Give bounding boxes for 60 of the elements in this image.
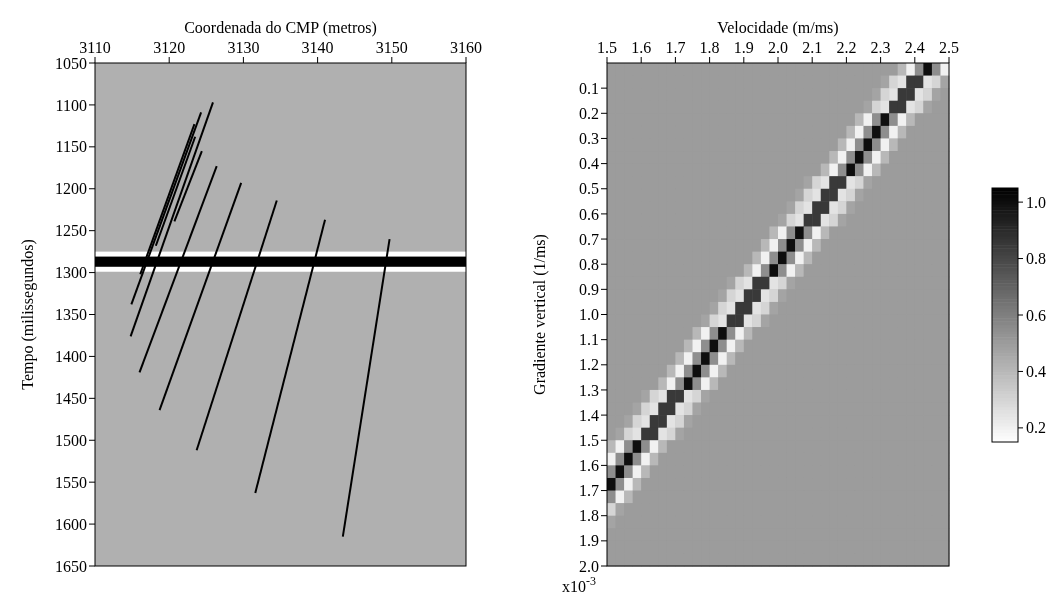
y-tick-label: 0.7	[579, 230, 599, 248]
y-tick-label: 0.2	[579, 104, 599, 122]
color-bar-label: 1.0	[1026, 193, 1046, 211]
x-tick-label: 3120	[153, 39, 186, 56]
y-tick-label: 1.4	[579, 406, 599, 424]
y-tick-label: 1.1	[579, 331, 599, 349]
y-tick-label: 1600	[55, 515, 87, 533]
y-tick-label: 2.0	[579, 557, 599, 575]
x-axis-title: Coordenada do CMP (metros)	[184, 19, 377, 37]
y-tick-label: 0.4	[579, 155, 599, 173]
y-tick-label: 0.3	[579, 130, 599, 148]
color-bar-label: 0.2	[1026, 419, 1046, 437]
x-tick-label: 2.4	[904, 39, 925, 56]
y-tick-label: 1350	[55, 306, 87, 324]
y-tick-label: 1500	[55, 431, 87, 449]
x-tick-label: 2.0	[768, 39, 788, 56]
x-tick-label: 2.5	[939, 39, 959, 56]
y-tick-label: 1.9	[579, 532, 599, 550]
y-tick-label: 1.2	[579, 356, 599, 374]
x-tick-label: 1.6	[631, 39, 652, 56]
y-tick-label: 0.9	[579, 280, 599, 298]
y-tick-label: 0.5	[579, 180, 599, 198]
x-tick-label: 3150	[375, 39, 408, 56]
y-tick-label: 1100	[55, 96, 87, 114]
y-tick-label: 1.0	[579, 306, 599, 324]
y-tick-label: 1.7	[579, 482, 599, 500]
y-tick-label: 1.5	[579, 431, 599, 449]
x-tick-label: 3110	[79, 39, 111, 56]
y-axis-title: Tempo (milissegundos)	[19, 239, 37, 390]
y-tick-label: 1150	[55, 138, 87, 156]
y-tick-label: 0.6	[579, 205, 599, 223]
x-tick-label: 3140	[301, 39, 334, 56]
x-tick-label: 1.9	[733, 39, 754, 56]
y-tick-label: 1400	[55, 348, 87, 366]
x-axis-title: Velocidade (m/ms)	[717, 19, 839, 37]
x-tick-label: 3130	[227, 39, 260, 56]
x-tick-label: 1.5	[597, 39, 617, 56]
x-tick-label: 3160	[450, 39, 482, 56]
x-tick-label: 2.2	[836, 39, 857, 56]
color-bar-label: 0.4	[1026, 363, 1046, 381]
x-tick-label: 2.1	[802, 39, 823, 56]
y-tick-label: 1300	[55, 264, 87, 282]
y-tick-label: 1250	[55, 222, 87, 240]
y-tick-label: 1550	[55, 473, 87, 491]
y-tick-label: 1650	[55, 557, 87, 575]
text: x10$^{-3}$	[562, 574, 596, 595]
y-tick-label: 0.8	[579, 255, 599, 273]
y-tick-label: 1.3	[579, 381, 599, 399]
y-axis-title: Gradiente vertical (1/ms)	[531, 234, 549, 395]
y-tick-label: 1200	[55, 180, 87, 198]
color-bar-label: 0.6	[1026, 306, 1046, 324]
y-tick-label: 1.6	[579, 457, 599, 474]
y-tick-label: 0.1	[579, 79, 599, 97]
x-tick-label: 1.8	[699, 39, 720, 56]
y-tick-label: 1050	[55, 54, 87, 72]
x-tick-label: 1.7	[665, 39, 686, 56]
color-bar-label: 0.8	[1026, 250, 1046, 268]
y-tick-label: 1450	[55, 389, 87, 407]
x-tick-label: 2.3	[870, 39, 891, 56]
y-tick-label: 1.8	[579, 507, 599, 525]
